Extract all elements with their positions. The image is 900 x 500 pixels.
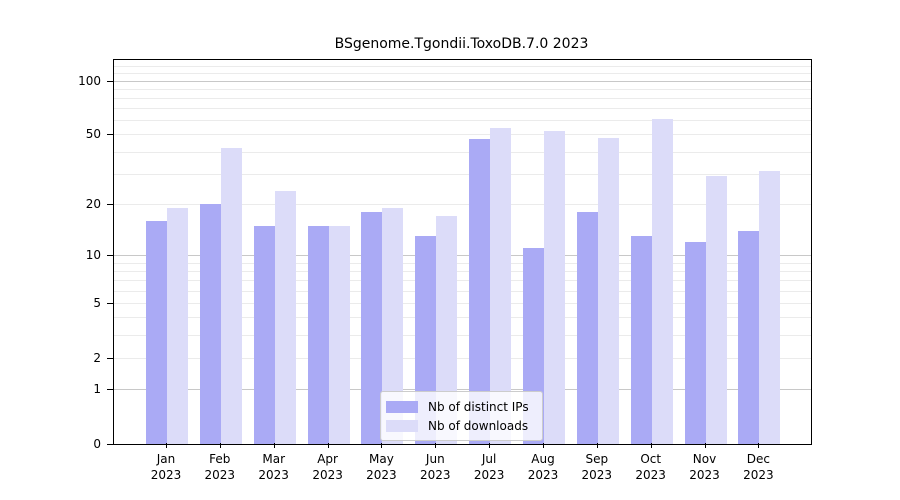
bar-downloads-jul bbox=[490, 128, 512, 444]
x-tick-oct bbox=[650, 443, 652, 448]
x-tick-dec bbox=[758, 443, 760, 448]
x-tick-label-may: May 2023 bbox=[366, 452, 397, 482]
gridline-70 bbox=[114, 108, 811, 110]
bar-distinct-ips-apr bbox=[307, 225, 329, 444]
legend-swatch-downloads bbox=[386, 419, 418, 432]
gridline-120 bbox=[114, 66, 811, 68]
y-tick-label-1: 1 bbox=[93, 382, 101, 397]
bar-distinct-ips-mar bbox=[253, 225, 275, 444]
y-tick-label-50: 50 bbox=[85, 127, 101, 142]
legend: Nb of distinct IPs Nb of downloads bbox=[380, 391, 543, 441]
gridline-3 bbox=[114, 334, 811, 336]
y-tick-label-10: 10 bbox=[85, 248, 101, 263]
bar-downloads-mar bbox=[274, 190, 296, 444]
x-tick-aug bbox=[543, 443, 544, 448]
y-tick-20 bbox=[107, 204, 113, 206]
gridline-60 bbox=[114, 120, 811, 122]
bar-distinct-ips-sep bbox=[576, 212, 598, 444]
bar-distinct-ips-oct bbox=[630, 236, 652, 444]
gridline-20 bbox=[114, 204, 811, 206]
y-tick-label-0: 0 bbox=[93, 437, 101, 451]
x-tick-nov bbox=[704, 443, 706, 448]
bar-downloads-nov bbox=[705, 176, 727, 444]
legend-swatch-distinct-ips bbox=[386, 400, 418, 413]
bar-distinct-ips-jul bbox=[469, 139, 491, 444]
y-tick-100 bbox=[107, 80, 113, 82]
x-tick-label-dec: Dec 2023 bbox=[743, 452, 774, 482]
bar-distinct-ips-feb bbox=[199, 204, 221, 444]
gridline-6 bbox=[114, 290, 811, 292]
y-tick-label-20: 20 bbox=[85, 197, 101, 212]
gridline-7 bbox=[114, 280, 811, 282]
bar-distinct-ips-may bbox=[361, 212, 383, 444]
gridline-80 bbox=[114, 97, 811, 99]
bar-distinct-ips-jan bbox=[146, 220, 167, 444]
x-tick-label-apr: Apr 2023 bbox=[312, 452, 343, 482]
bar-distinct-ips-nov bbox=[684, 242, 706, 444]
x-tick-label-jan: Jan 2023 bbox=[150, 452, 182, 482]
x-tick-jun bbox=[435, 443, 437, 448]
bar-downloads-oct bbox=[651, 118, 673, 444]
x-tick-apr bbox=[327, 443, 329, 448]
x-tick-label-jun: Jun 2023 bbox=[420, 452, 451, 482]
x-tick-may bbox=[381, 443, 383, 448]
x-tick-label-sep: Sep 2023 bbox=[581, 452, 613, 482]
gridline-2 bbox=[114, 357, 811, 359]
bar-downloads-dec bbox=[759, 171, 781, 444]
chart-title: BSgenome.Tgondii.ToxoDB.7.0 2023 bbox=[334, 36, 589, 52]
legend-item-distinct-ips: Nb of distinct IPs bbox=[386, 398, 534, 415]
gridline-9 bbox=[114, 262, 811, 264]
gridline-1 bbox=[114, 389, 811, 391]
gridline-110 bbox=[114, 73, 811, 74]
x-tick-jul bbox=[489, 443, 491, 448]
x-tick-label-mar: Mar 2023 bbox=[258, 452, 289, 482]
bar-downloads-sep bbox=[597, 137, 619, 444]
gridline-40 bbox=[114, 151, 811, 153]
legend-item-downloads: Nb of downloads bbox=[386, 417, 534, 434]
y-tick-label-100: 100 bbox=[78, 73, 101, 88]
gridline-4 bbox=[114, 317, 811, 319]
y-tick-5 bbox=[107, 302, 113, 304]
y-tick-50 bbox=[107, 134, 113, 136]
x-tick-label-aug: Aug 2023 bbox=[527, 452, 559, 482]
gridline-30 bbox=[114, 173, 811, 175]
gridline-100 bbox=[114, 80, 811, 82]
gridline-8 bbox=[114, 270, 811, 272]
plot-area: 0 1 2 5 10 20 50 100 bbox=[78, 59, 812, 450]
bar-downloads-feb bbox=[220, 147, 242, 444]
x-tick-label-oct: Oct 2023 bbox=[635, 452, 666, 482]
y-tick-label-5: 5 bbox=[93, 295, 101, 310]
y-tick-0 bbox=[107, 444, 113, 445]
bar-downloads-jan bbox=[167, 208, 188, 444]
x-tick-jan bbox=[166, 443, 167, 448]
y-tick-1 bbox=[107, 389, 113, 391]
y-tick-2 bbox=[107, 357, 113, 359]
y-tick-10 bbox=[107, 255, 113, 257]
x-tick-feb bbox=[219, 443, 221, 448]
x-tick-mar bbox=[273, 443, 275, 448]
bar-distinct-ips-dec bbox=[738, 230, 760, 444]
x-tick-label-feb: Feb 2023 bbox=[204, 452, 236, 482]
gridline-5 bbox=[114, 302, 811, 304]
x-tick-sep bbox=[596, 443, 598, 448]
legend-label-downloads: Nb of downloads bbox=[428, 418, 529, 433]
bar-downloads-jun bbox=[436, 216, 458, 444]
x-tick-label-jul: Jul 2023 bbox=[473, 452, 505, 482]
bar-downloads-aug bbox=[543, 131, 565, 444]
y-tick-label-2: 2 bbox=[93, 350, 101, 365]
bar-downloads-may bbox=[382, 208, 404, 444]
gridline-90 bbox=[114, 88, 811, 90]
gridline-10 bbox=[114, 255, 811, 257]
bar-downloads-apr bbox=[328, 225, 350, 444]
x-tick-label-nov: Nov 2023 bbox=[689, 452, 720, 482]
legend-label-distinct-ips: Nb of distinct IPs bbox=[428, 399, 529, 414]
gridline-50 bbox=[114, 134, 811, 136]
